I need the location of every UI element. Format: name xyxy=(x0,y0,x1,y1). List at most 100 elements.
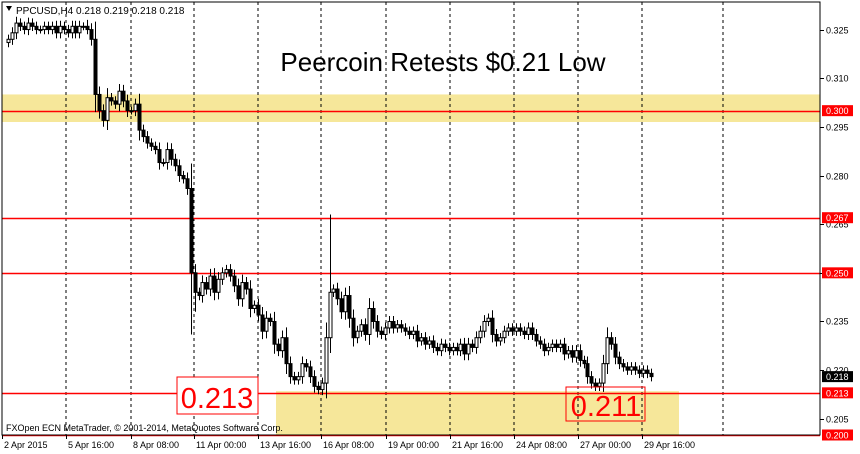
annotation-left-low[interactable]: 0.213 xyxy=(176,376,259,415)
candle-body xyxy=(169,149,174,160)
candle-body xyxy=(220,272,225,280)
candle-body xyxy=(498,337,503,342)
candle-body xyxy=(81,25,86,28)
plot-frame xyxy=(1,1,821,436)
candle-body xyxy=(268,317,273,322)
candle-body xyxy=(347,295,352,319)
candle-body xyxy=(240,282,245,300)
x-tick-label: 2 Apr 2015 xyxy=(4,440,48,450)
annotation-right-box xyxy=(565,386,646,422)
candle-body xyxy=(371,308,376,322)
candle-body xyxy=(204,282,209,290)
annotation-right-label: 0.211 xyxy=(571,391,641,423)
x-tick-label: 8 Apr 08:00 xyxy=(133,440,179,450)
candle-body xyxy=(637,369,642,374)
candle-body xyxy=(582,359,587,365)
candle-body xyxy=(228,269,233,277)
candle-body xyxy=(58,25,63,34)
current-price-tag-bg xyxy=(822,371,853,383)
candle-body xyxy=(367,308,372,335)
copyright-text: FXOpen ECN MetaTrader, © 2001-2014, Meta… xyxy=(6,423,283,433)
candle-body xyxy=(304,363,309,368)
candle-body xyxy=(129,110,134,113)
candle-body xyxy=(423,337,428,345)
candle-body xyxy=(141,129,146,138)
candle-body xyxy=(224,269,229,274)
candle-body xyxy=(6,38,11,44)
candle-body xyxy=(570,350,575,358)
candle-body xyxy=(18,22,23,27)
candle-body xyxy=(256,304,261,316)
candle-body xyxy=(232,275,237,287)
candle-body xyxy=(328,291,333,339)
y-tick-label: 0.205 xyxy=(826,415,849,425)
symbol-info: PPCUSD,H4 0.218 0.219 0.218 0.218 xyxy=(16,6,185,17)
candle-body xyxy=(530,327,535,335)
candle-body xyxy=(546,346,551,352)
candle-body xyxy=(316,385,321,391)
candle-body xyxy=(578,350,583,361)
y-tick-label: 0.280 xyxy=(826,172,849,182)
candle-body xyxy=(411,330,416,335)
candle-body xyxy=(518,327,523,332)
candle-body xyxy=(105,97,110,121)
candle-body xyxy=(161,162,166,165)
candle-body xyxy=(399,324,404,329)
candle-body xyxy=(645,369,650,374)
x-tick-label: 27 Apr 00:00 xyxy=(580,440,631,450)
candle-body xyxy=(601,363,606,384)
level-price-tag: 0.213 xyxy=(826,388,849,398)
candle-body xyxy=(605,337,610,365)
candle-body xyxy=(407,330,412,335)
y-tick-label: 0.325 xyxy=(826,26,849,36)
candle-body xyxy=(10,32,15,40)
candle-body xyxy=(165,149,170,164)
dropdown-triangle-icon[interactable] xyxy=(6,6,12,11)
candle-body xyxy=(562,343,567,355)
candle-body xyxy=(14,22,19,34)
candle-body xyxy=(558,343,563,348)
candle-body xyxy=(478,330,483,339)
candle-body xyxy=(113,100,118,105)
level-price-tag: 0.250 xyxy=(826,268,849,278)
level-price-tag-bg xyxy=(822,429,853,441)
candle-body xyxy=(593,382,598,387)
current-price-tag: 0.218 xyxy=(826,372,849,382)
candle-body xyxy=(363,324,368,335)
candle-body xyxy=(621,363,626,368)
annotation-right-low[interactable]: 0.211 xyxy=(565,386,646,423)
level-price-tag: 0.200 xyxy=(826,431,849,441)
candle-body xyxy=(514,327,519,332)
candle-body xyxy=(522,330,527,335)
candlestick-series xyxy=(6,16,654,399)
candle-body xyxy=(375,320,380,332)
candle-body xyxy=(482,320,487,332)
candle-body xyxy=(173,158,178,167)
candle-body xyxy=(149,142,154,147)
candle-body xyxy=(339,298,344,313)
x-tick-label: 5 Apr 16:00 xyxy=(68,440,114,450)
candle-body xyxy=(62,25,67,31)
candle-body xyxy=(244,282,249,290)
candle-body xyxy=(574,350,579,358)
candle-body xyxy=(395,324,400,329)
candle-body xyxy=(510,327,515,332)
time-axis[interactable]: 2 Apr 2015 5 Apr 16:00 8 Apr 08:00 11 Apr 0… xyxy=(2,435,696,450)
candle-body xyxy=(506,327,511,332)
candle-body xyxy=(447,346,452,352)
chart-title: Peercoin Retests $0.21 Low xyxy=(280,47,605,77)
candle-body xyxy=(30,22,35,27)
candle-body xyxy=(649,372,654,378)
candle-body xyxy=(208,275,213,290)
candle-body xyxy=(117,90,122,105)
candle-body xyxy=(77,25,82,34)
candle-body xyxy=(177,165,182,177)
candle-body xyxy=(125,100,130,112)
level-price-tag-bg xyxy=(822,387,853,399)
x-tick-label: 19 Apr 00:00 xyxy=(388,440,439,450)
candle-body xyxy=(280,337,285,352)
candle-body xyxy=(252,304,257,310)
